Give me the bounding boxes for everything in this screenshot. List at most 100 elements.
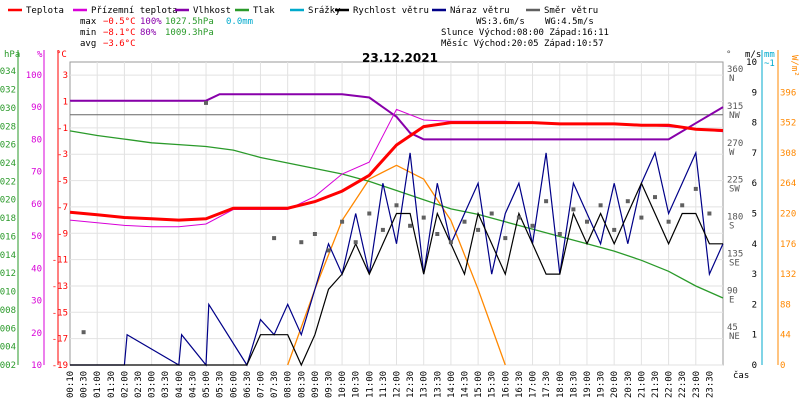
tick-time: 11:00 <box>365 371 375 398</box>
tick-time: 07:30 <box>270 371 280 398</box>
smer-point <box>530 223 535 228</box>
tick-direction: W <box>729 148 735 158</box>
tick-celsius: -7 <box>57 203 68 213</box>
smer-point <box>612 227 617 232</box>
tick-time: 20:30 <box>624 371 634 398</box>
tick-time: 09:30 <box>324 371 334 398</box>
smer-point <box>367 211 372 216</box>
legend: Teplota Přízemní teplota Vlhkost Tlak Srážky… <box>8 6 598 16</box>
stat-max-temp: −0.5°C <box>103 17 136 27</box>
tick-ms: 2 <box>752 300 757 310</box>
stat-avg-temp: −3.6°C <box>103 39 136 49</box>
tick-degrees: 315 <box>727 102 743 112</box>
legend-label-tlak: Tlak <box>253 6 275 16</box>
tick-time: 04:30 <box>188 371 198 398</box>
tick-celsius: -1 <box>57 124 68 134</box>
tick-wm2: 308 <box>780 149 796 159</box>
tick-time: 23:30 <box>705 371 715 398</box>
smer-point <box>598 203 603 208</box>
tick-time: 13:00 <box>420 371 430 398</box>
tick-hpa: 1002 <box>0 361 16 371</box>
tick-time: 17:30 <box>542 371 552 398</box>
tick-time: 23:00 <box>692 371 702 398</box>
smer-point <box>299 240 304 245</box>
tick-celsius: 3 <box>63 71 68 81</box>
tick-time: 18:30 <box>569 371 579 398</box>
tick-ms: 7 <box>752 149 757 159</box>
smer-point <box>462 219 467 224</box>
legend-label-rychlost: Rychlost větru <box>353 6 429 16</box>
tick-direction: SE <box>729 258 740 268</box>
tick-percent: 20 <box>31 329 42 339</box>
tick-wm2: 220 <box>780 210 796 220</box>
smer-point <box>326 248 331 253</box>
smer-point <box>707 211 712 216</box>
series-layer <box>69 93 724 367</box>
tick-time: 15:30 <box>488 371 498 398</box>
tick-time: 06:30 <box>243 371 253 398</box>
smer-point <box>340 219 345 224</box>
tick-hpa: 1034 <box>0 67 16 77</box>
tick-percent: 100 <box>26 71 42 81</box>
smer-point <box>81 330 86 335</box>
tick-time: 15:00 <box>474 371 484 398</box>
tick-celsius: -11 <box>52 256 68 266</box>
tick-percent: 30 <box>31 297 42 307</box>
tick-wm2: 44 <box>780 331 791 341</box>
smer-point <box>353 240 358 245</box>
smer-point <box>476 227 481 232</box>
tick-celsius: -19 <box>52 361 68 371</box>
axis-label-mm: mm <box>764 50 775 60</box>
tick-ms: 3 <box>752 270 757 280</box>
tick-time: 20:00 <box>610 371 620 398</box>
tick-time: 11:30 <box>379 371 389 398</box>
tick-ms: 1 <box>752 331 757 341</box>
tick-degrees: 180 <box>727 213 743 223</box>
tick-hpa: 1014 <box>0 251 16 261</box>
tick-time: 03:30 <box>161 371 171 398</box>
axis-label-degrees: ° <box>726 50 731 60</box>
legend-label-srazky: Srážky <box>308 6 341 16</box>
tick-time: 19:30 <box>597 371 607 398</box>
tick-ms: 0 <box>752 361 757 371</box>
tick-celsius: -17 <box>52 335 68 345</box>
stat-ws: WS:3.6m/s <box>476 17 525 27</box>
smer-point <box>571 207 576 212</box>
tick-time: 19:00 <box>583 371 593 398</box>
tick-direction: NW <box>729 111 740 121</box>
tick-wm2: 352 <box>780 119 796 129</box>
stat-min-press: 1009.3hPa <box>165 28 214 38</box>
tick-percent: 90 <box>31 103 42 113</box>
stat-max-press: 1027.5hPa <box>165 17 214 27</box>
tick-wm2: 132 <box>780 270 796 280</box>
tick-direction: E <box>729 295 734 305</box>
tick-mm: ~1 <box>764 59 775 69</box>
smer-point <box>680 203 685 208</box>
series-teplota <box>69 121 724 222</box>
tick-time: 01:00 <box>93 371 103 398</box>
smer-point <box>408 223 413 228</box>
tick-time: 14:00 <box>447 371 457 398</box>
tick-degrees: 225 <box>727 176 743 186</box>
stat-mesic: Měsíc Východ:20:05 Západ:10:57 <box>441 39 604 49</box>
tick-time: 05:30 <box>216 371 226 398</box>
tick-time: 21:00 <box>637 371 647 398</box>
tick-direction: SW <box>729 185 740 195</box>
tick-ms: 8 <box>752 119 757 129</box>
tick-wm2: 176 <box>780 240 796 250</box>
tick-hpa: 1028 <box>0 122 16 132</box>
tick-time: 08:30 <box>297 371 307 398</box>
stat-min-label: min <box>80 28 96 38</box>
tick-celsius: -3 <box>57 150 68 160</box>
stat-min-hum: 80% <box>140 28 157 38</box>
tick-percent: 10 <box>31 361 42 371</box>
smer-point <box>421 215 426 220</box>
tick-degrees: 270 <box>727 139 743 149</box>
tick-time: 08:00 <box>284 371 294 398</box>
series-slunce <box>287 164 506 366</box>
